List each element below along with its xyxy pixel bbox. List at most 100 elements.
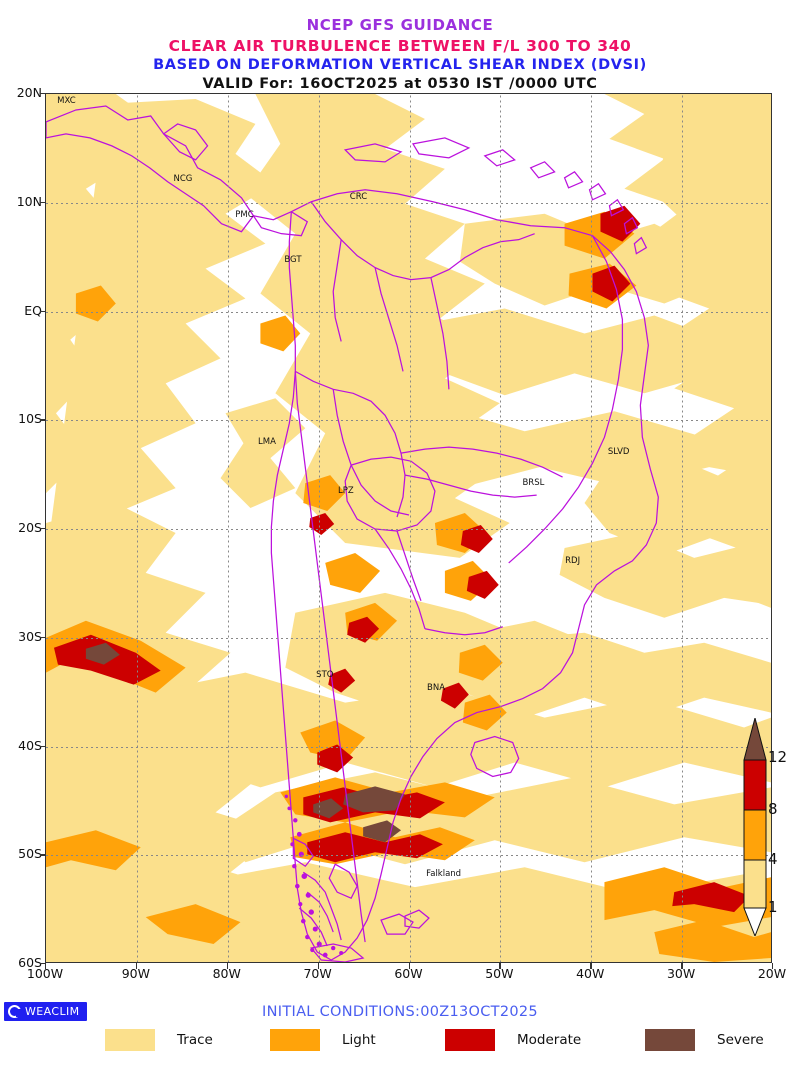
colorbar-band-light [743,809,767,861]
legend-label-trace: Trace [177,1032,213,1048]
legend-item-moderate: Moderate [445,1028,581,1052]
legend-label-light: Light [342,1032,376,1048]
legend-swatch-moderate [445,1029,495,1051]
legend-swatch-severe [645,1029,695,1051]
y-axis-tick-mark [40,201,46,204]
city-label-ncg: NCG [173,173,193,184]
legend-item-severe: Severe [645,1028,764,1052]
colorbar-tick-12: 12 [768,748,788,766]
x-axis-tick-mark [317,963,320,969]
y-axis-tick-mark [40,93,46,95]
gridline-vertical [682,94,684,962]
legend-swatch-trace [105,1029,155,1051]
gridline-vertical [227,94,229,962]
x-axis-tick-mark [135,963,138,969]
city-label-lpz: LPZ [337,485,354,496]
gridline-vertical [591,94,593,962]
colorbar-band-none [743,907,767,936]
city-label-mxc: MXC [57,95,76,106]
x-axis-tick-mark [772,963,774,969]
city-label-rdj: RDJ [565,555,581,566]
gridline-horizontal [46,855,771,857]
city-label-falkland: Falkland [426,868,462,879]
y-axis-tick-mark [40,528,46,530]
map-plot-area: MXC NCG CRC PMC BGT LMA LPZ SLVD BRSL RDJ STO BNA Fa… [45,93,772,963]
severity-legend: Trace Light Moderate Severe [0,1028,800,1052]
x-axis-tick-label: 80W [212,966,241,981]
colorbar-tick-1: 1 [768,898,778,916]
x-axis-tick-label: 100W [26,966,64,981]
severe-regions [85,642,406,843]
y-axis-tick-label: 40S [18,737,42,753]
x-axis-tick-mark [681,963,683,969]
y-axis-tick-label: 60S [18,955,42,970]
y-axis-tick-label: 50S [18,846,42,862]
y-axis-tick-label: EQ [24,302,42,318]
city-label-sto: STO [316,669,334,680]
y-axis-tick-mark [40,419,46,421]
gridline-horizontal [46,202,771,204]
colorbar-tick-8: 8 [768,800,778,818]
legend-label-moderate: Moderate [517,1032,582,1048]
legend-item-trace: Trace [105,1028,213,1052]
x-axis-tick-label: 70W [303,966,332,981]
gridline-vertical [136,94,138,962]
legend-label-severe: Severe [717,1032,764,1048]
coastline-borders [46,105,659,962]
x-axis-tick-label: 60W [394,966,423,981]
weaclim-brand-label: WEACLIM [25,1005,80,1018]
gridline-vertical [500,94,502,962]
coast-speckle [284,794,344,958]
city-label-lma: LMA [258,437,276,447]
weaclim-brand-badge[interactable]: WEACLIM [4,1002,87,1021]
city-label-brsl: BRSL [522,478,545,489]
x-axis-tick-mark [45,963,47,969]
y-axis-tick-label: 20S [18,520,42,535]
city-label-pmc: PMC [235,209,254,220]
city-label-bna: BNA [427,682,446,693]
colorbar-band-moderate [743,759,767,811]
circle-c-logo-icon [8,1005,21,1018]
gridline-horizontal [46,311,771,313]
y-axis-tick-mark [40,963,46,965]
x-axis-tick-label: 30W [666,966,696,981]
gridline-horizontal [46,746,771,748]
colorbar-band-severe [743,718,767,761]
city-label-bgt: BGT [284,255,302,266]
x-axis-tick-label: 90W [121,966,150,981]
gridline-vertical [409,94,411,962]
title-line-agency: NCEP GFS GUIDANCE [306,16,494,34]
y-axis-tick-label: 30S [18,628,42,644]
x-axis-tick-label: 50W [485,966,514,981]
gridline-vertical [318,94,320,962]
gridline-horizontal [46,637,771,639]
x-axis-tick-mark [590,963,592,969]
colorbar-band-trace [743,859,767,909]
y-axis-tick-mark [40,636,46,639]
y-axis-tick-mark [40,854,46,856]
gridline-horizontal [46,529,771,530]
y-axis-tick-label: 20N [16,85,42,100]
x-axis-tick-label: 40W [576,966,605,981]
map-canvas: MXC NCG CRC PMC BGT LMA LPZ SLVD BRSL RDJ STO BNA Fa… [46,94,771,962]
title-line-method: BASED ON DEFORMATION VERTICAL SHEAR INDE… [153,57,647,74]
y-axis-tick-mark [40,745,46,747]
colorbar-tick-4: 4 [768,850,778,868]
cat-field-svg [46,94,771,962]
x-axis-tick-mark [408,963,410,969]
title-line-product: CLEAR AIR TURBULENCE BETWEEN F/L 300 TO … [168,36,632,55]
title-line-valid: VALID For: 16OCT2025 at 0530 IST /0000 U… [202,76,598,93]
y-axis-tick-label: 10S [18,411,42,427]
x-axis-tick-mark [499,963,501,969]
x-axis-tick-mark [226,963,229,969]
city-label-slvd: SLVD [607,446,630,457]
gridline-horizontal [46,420,771,422]
x-axis-tick-label: 20W [757,966,787,981]
chart-title-block: NCEP GFS GUIDANCE CLEAR AIR TURBULENCE B… [0,16,800,95]
legend-swatch-light [270,1029,320,1051]
legend-item-light: Light [270,1028,376,1052]
city-label-crc: CRC [349,192,368,203]
y-axis-tick-label: 10N [16,193,42,209]
initial-conditions-text: INITIAL CONDITIONS:00Z13OCT2025 [262,1004,538,1020]
